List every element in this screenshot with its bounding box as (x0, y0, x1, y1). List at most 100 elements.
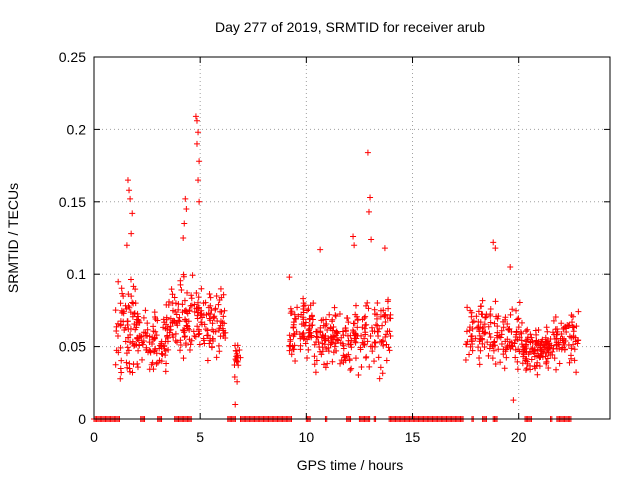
data-point (163, 301, 170, 308)
data-point (382, 334, 389, 341)
data-point (533, 341, 540, 348)
data-point (380, 307, 387, 314)
data-point (545, 365, 552, 372)
data-point (551, 355, 558, 362)
data-point (234, 342, 241, 349)
data-point (163, 316, 170, 323)
data-point (556, 360, 563, 367)
data-point (383, 357, 390, 364)
data-point (165, 346, 172, 353)
data-point (306, 325, 313, 332)
data-point (363, 353, 370, 360)
data-point (519, 360, 526, 367)
y-tick-label: 0.1 (67, 266, 87, 282)
data-point (509, 306, 516, 313)
data-point (364, 338, 371, 345)
data-point (290, 324, 297, 331)
data-point (387, 333, 394, 340)
data-point (328, 334, 335, 341)
data-point (364, 299, 371, 306)
data-point (142, 332, 149, 339)
data-point (485, 323, 492, 330)
data-point (486, 330, 493, 337)
data-point (181, 297, 188, 304)
data-point (332, 313, 339, 320)
data-point (288, 351, 295, 358)
data-point (568, 312, 575, 319)
data-point (170, 334, 177, 341)
data-point (543, 358, 550, 365)
data-point (158, 358, 165, 365)
data-point (463, 328, 470, 335)
data-point (529, 338, 536, 345)
data-point (385, 296, 392, 303)
data-point (374, 322, 381, 329)
data-point (195, 294, 202, 301)
data-point (114, 320, 121, 327)
data-point (368, 236, 375, 243)
data-point (308, 322, 315, 329)
data-point (134, 364, 141, 371)
data-point (184, 325, 191, 332)
data-point (548, 342, 555, 349)
data-point (506, 325, 513, 332)
data-point (148, 361, 155, 368)
data-point (527, 331, 534, 338)
data-point (123, 350, 130, 357)
data-point (361, 335, 368, 342)
data-point (150, 336, 157, 343)
data-point (144, 326, 151, 333)
data-point (573, 369, 580, 376)
data-point (552, 335, 559, 342)
data-point (182, 307, 189, 314)
data-point (515, 315, 522, 322)
data-point (549, 348, 556, 355)
data-point (552, 313, 559, 320)
data-point (118, 285, 125, 292)
data-point (524, 326, 531, 333)
data-point (195, 177, 202, 184)
data-point (129, 313, 136, 320)
data-point (311, 341, 318, 348)
data-point (179, 309, 186, 316)
data-point (566, 359, 573, 366)
data-point (466, 324, 473, 331)
data-point (502, 314, 509, 321)
data-point (200, 300, 207, 307)
data-point (485, 352, 492, 359)
data-point (181, 220, 188, 227)
data-point (119, 290, 126, 297)
data-point (318, 351, 325, 358)
data-point (514, 336, 521, 343)
data-point (353, 335, 360, 342)
y-axis: 0 0.05 0.1 0.15 0.2 0.25 (59, 49, 610, 427)
data-point (182, 316, 189, 323)
data-point (117, 375, 124, 382)
data-point (512, 354, 519, 361)
data-point (550, 317, 557, 324)
data-point (469, 341, 476, 348)
data-point (297, 346, 304, 353)
data-point (379, 338, 386, 345)
data-point (162, 352, 169, 359)
data-point (503, 354, 510, 361)
data-point (182, 333, 189, 340)
data-point (169, 291, 176, 298)
data-point (218, 308, 225, 315)
data-point (151, 348, 158, 355)
data-point (129, 210, 136, 217)
data-point (176, 314, 183, 321)
data-point (362, 313, 369, 320)
data-point (479, 297, 486, 304)
data-point (327, 325, 334, 332)
data-point (164, 338, 171, 345)
data-point (170, 307, 177, 314)
data-point (286, 274, 293, 281)
data-point (539, 354, 546, 361)
data-point (193, 117, 200, 124)
data-point (542, 353, 549, 360)
data-point (146, 333, 153, 340)
data-point (351, 320, 358, 327)
y-tick-label: 0.15 (59, 194, 86, 210)
data-point (123, 242, 130, 249)
